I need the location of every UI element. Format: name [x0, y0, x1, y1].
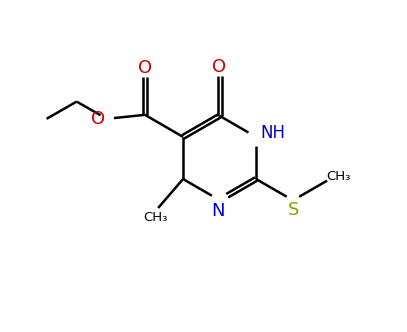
Text: S: S [288, 202, 300, 219]
Text: N: N [212, 203, 225, 220]
Text: NH: NH [260, 124, 285, 142]
Text: O: O [91, 110, 105, 128]
Text: O: O [212, 58, 227, 76]
Text: CH₃: CH₃ [143, 211, 167, 224]
Text: CH₃: CH₃ [326, 170, 350, 183]
Text: O: O [138, 59, 152, 77]
